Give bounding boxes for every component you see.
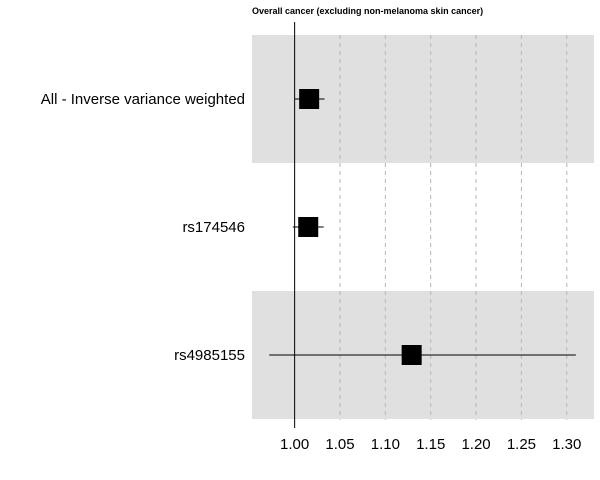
x-tick-label: 1.05	[325, 436, 354, 453]
estimate-marker	[299, 89, 320, 109]
x-axis-ticks: 1.00 1.05 1.10 1.15 1.20 1.25 1.30	[280, 436, 581, 453]
row-label: rs174546	[182, 219, 245, 236]
estimate-marker	[298, 217, 319, 237]
x-tick-label: 1.15	[416, 436, 445, 453]
x-tick-label: 1.10	[371, 436, 400, 453]
x-tick-label: 1.20	[461, 436, 490, 453]
grid-lines	[339, 35, 568, 420]
x-tick-label: 1.00	[280, 436, 309, 453]
chart-title: Overall cancer (excluding non-melanoma s…	[252, 6, 483, 16]
estimate-marker	[401, 345, 422, 365]
x-tick-label: 1.25	[507, 436, 536, 453]
estimates	[269, 89, 576, 365]
row-labels: All - Inverse variance weighted rs174546 r…	[41, 91, 245, 364]
row-label: All - Inverse variance weighted	[41, 91, 245, 108]
x-tick-label: 1.30	[552, 436, 581, 453]
row-label: rs4985155	[174, 347, 245, 364]
